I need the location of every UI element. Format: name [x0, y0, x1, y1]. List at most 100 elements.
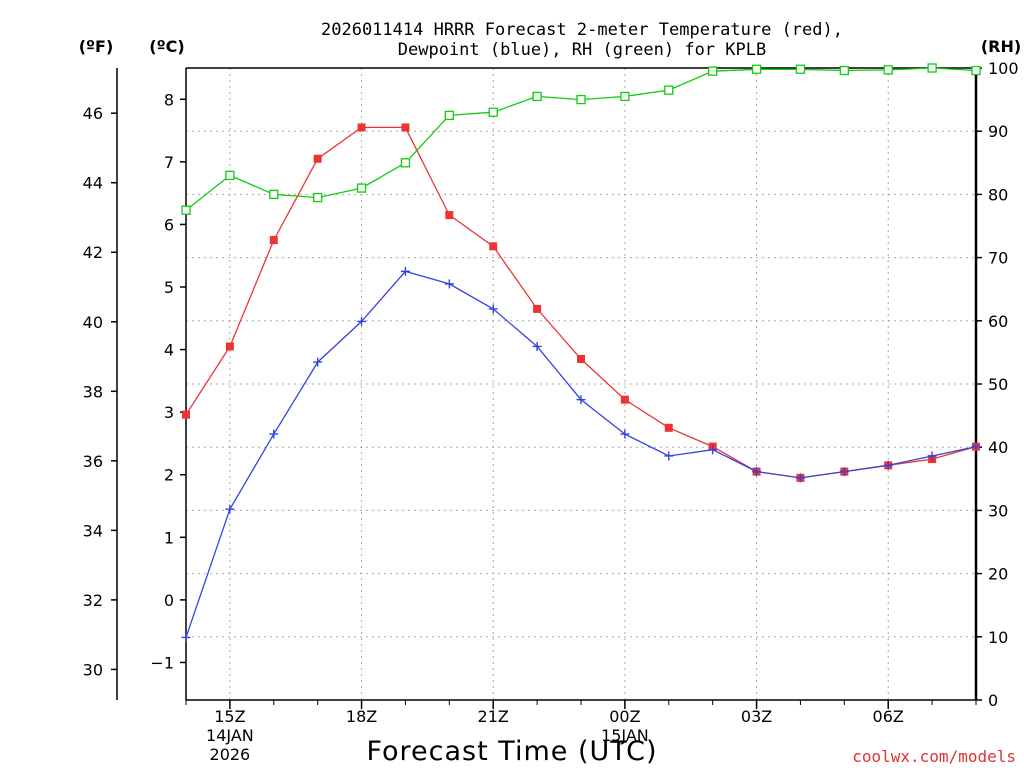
dewpoint-line	[185, 270, 977, 638]
dewpoint-point	[927, 451, 937, 461]
credit-text: coolwx.com/models	[852, 747, 1016, 766]
rh-tick-label: 30	[988, 501, 1008, 520]
temperature-point	[620, 395, 629, 404]
dewpoint-point	[488, 304, 498, 314]
rh-point	[795, 64, 806, 74]
celsius-tick-label: 8	[164, 90, 174, 109]
dewpoint-point	[181, 632, 191, 642]
x-tick-label: 14JAN	[206, 726, 254, 745]
rh-tick-label: 20	[988, 565, 1008, 584]
rh-axis-unit: (RH)	[981, 37, 1021, 56]
celsius-tick-label: 7	[164, 153, 174, 172]
data-series	[181, 63, 981, 642]
dewpoint-point	[532, 341, 542, 351]
rh-point	[708, 66, 718, 76]
fahrenheit-tick-label: 30	[83, 660, 103, 679]
fahrenheit-tick-label: 42	[83, 243, 103, 262]
dewpoint-point	[357, 316, 367, 326]
rh-tick-label: 10	[988, 628, 1008, 647]
rh-point	[883, 65, 893, 75]
rh-point	[181, 205, 191, 215]
x-axis-label: Forecast Time (UTC)	[366, 736, 657, 767]
temperature-point	[357, 123, 366, 132]
rh-point	[269, 189, 279, 200]
dewpoint-point	[620, 429, 630, 439]
celsius-axis-unit: (ºC)	[149, 37, 184, 56]
rh-point	[400, 158, 411, 168]
chart-title-line2: Dewpoint (blue), RH (green) for KPLB	[398, 40, 766, 60]
celsius-tick-label: 4	[164, 341, 174, 360]
rh-point	[356, 183, 367, 193]
celsius-tick-label: 0	[164, 591, 174, 610]
dewpoint-point	[225, 504, 235, 514]
celsius-tick-label: −1	[150, 653, 174, 672]
fahrenheit-tick-label: 44	[83, 174, 103, 193]
tick-labels: −101234567830323436384042444601020304050…	[83, 59, 1019, 764]
fahrenheit-tick-label: 38	[83, 382, 103, 401]
dewpoint-point	[444, 279, 454, 289]
rh-point	[444, 110, 454, 121]
x-tick-label: 06Z	[873, 707, 904, 726]
celsius-tick-label: 5	[164, 278, 174, 297]
axes	[111, 67, 982, 709]
dewpoint-point	[752, 467, 762, 477]
rh-point	[971, 65, 981, 76]
rh-tick-label: 90	[988, 122, 1008, 141]
rh-tick-label: 40	[988, 438, 1008, 457]
rh-line	[185, 67, 977, 211]
rh-point	[839, 65, 849, 76]
fahrenheit-tick-label: 40	[83, 313, 103, 332]
dewpoint-point	[313, 357, 323, 367]
temperature-point	[445, 211, 454, 220]
rh-point	[488, 107, 498, 117]
dewpoint-point	[795, 473, 805, 483]
dewpoint-point	[664, 451, 674, 461]
temperature-point	[182, 410, 190, 419]
x-tick-label: 2026	[210, 745, 251, 764]
x-tick-label: 15Z	[214, 707, 245, 726]
temperature-point	[225, 342, 234, 351]
temperature-line	[185, 126, 977, 479]
temperature-point	[533, 304, 542, 313]
fahrenheit-tick-label: 34	[83, 521, 103, 540]
celsius-tick-label: 2	[164, 466, 174, 485]
dewpoint-point	[708, 445, 718, 455]
rh-point	[664, 85, 674, 95]
fahrenheit-tick-label: 36	[83, 452, 103, 471]
rh-point	[927, 63, 937, 73]
dewpoint-point	[400, 266, 410, 276]
rh-tick-label: 60	[988, 312, 1008, 331]
rh-point	[620, 91, 630, 102]
dewpoint-point	[269, 429, 279, 439]
temperature-point	[664, 423, 673, 432]
rh-point	[313, 192, 323, 203]
chart-title-line1: 2026011414 HRRR Forecast 2-meter Tempera…	[321, 20, 843, 40]
x-tick-label: 21Z	[478, 707, 509, 726]
dewpoint-point	[883, 460, 893, 470]
fahrenheit-tick-label: 46	[83, 104, 103, 123]
rh-tick-label: 70	[988, 249, 1008, 268]
rh-tick-label: 0	[988, 691, 998, 710]
celsius-tick-label: 3	[164, 403, 174, 422]
fahrenheit-tick-label: 32	[83, 591, 103, 610]
x-tick-label: 03Z	[741, 707, 772, 726]
x-tick-label: 15JAN	[601, 726, 649, 745]
temperature-point	[577, 354, 585, 363]
dewpoint-point	[971, 442, 981, 452]
rh-tick-label: 50	[988, 375, 1008, 394]
temperature-point	[489, 242, 498, 251]
celsius-tick-label: 6	[164, 215, 174, 234]
x-tick-label: 18Z	[346, 707, 377, 726]
rh-point	[751, 64, 762, 74]
celsius-tick-label: 1	[164, 528, 174, 547]
rh-tick-label: 80	[988, 185, 1008, 204]
rh-point	[225, 170, 235, 181]
rh-point	[576, 94, 586, 105]
dewpoint-point	[839, 467, 849, 477]
rh-tick-label: 100	[988, 59, 1019, 78]
temperature-point	[313, 154, 322, 163]
dewpoint-point	[576, 395, 586, 405]
temperature-point	[401, 123, 410, 132]
fahrenheit-axis-unit: (ºF)	[79, 37, 114, 56]
